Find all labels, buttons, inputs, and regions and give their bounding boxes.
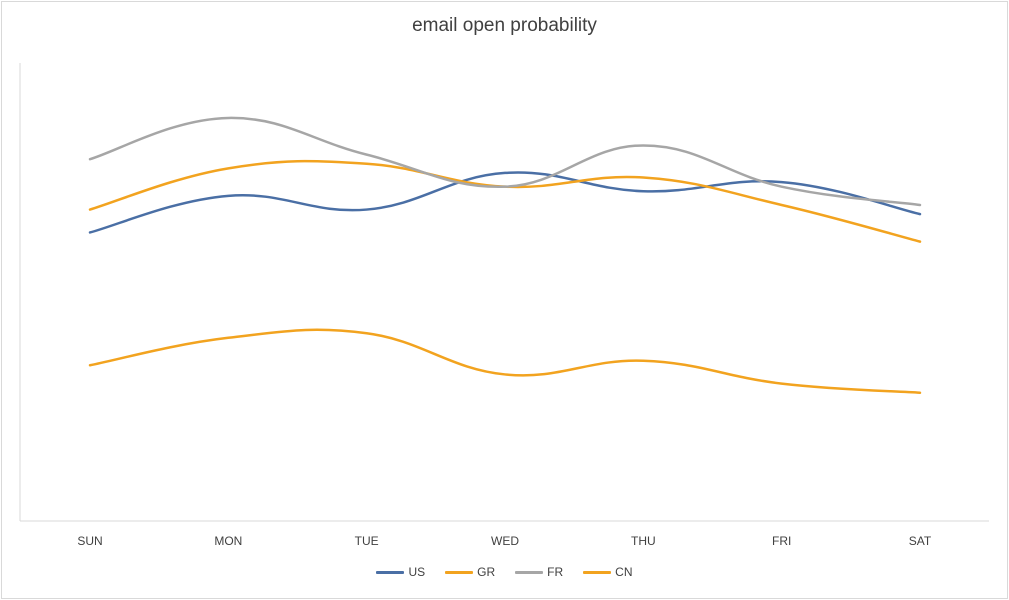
x-tick-label: SAT [909,534,932,548]
legend-item-gr: GR [445,565,495,579]
series-line-fr [88,116,922,207]
series-line-cn [88,328,922,395]
x-tick-label: WED [491,534,519,548]
x-tick-label: THU [631,534,656,548]
legend-label: GR [477,565,496,579]
legend: US GR FR CN [0,565,1009,579]
legend-swatch [515,570,544,574]
legend-label: US [408,565,426,579]
x-tick-label: SUN [77,534,102,548]
chart-title: email open probability [412,15,597,36]
legend-label: CN [615,565,633,579]
x-tick-label: MON [214,534,242,548]
legend-item-us: US [376,565,425,579]
x-tick-label: FRI [772,534,791,548]
series-line-us [88,171,922,234]
legend-swatch [376,570,405,574]
legend-item-cn: CN [583,565,633,579]
series-layer [88,116,922,395]
x-tick-labels: SUN MON TUE WED THU FRI SAT [77,534,932,548]
legend-swatch [445,570,474,574]
legend-swatch [583,570,612,574]
x-tick-label: TUE [355,534,379,548]
legend-item-fr: FR [515,565,563,579]
legend-label: FR [547,565,564,579]
